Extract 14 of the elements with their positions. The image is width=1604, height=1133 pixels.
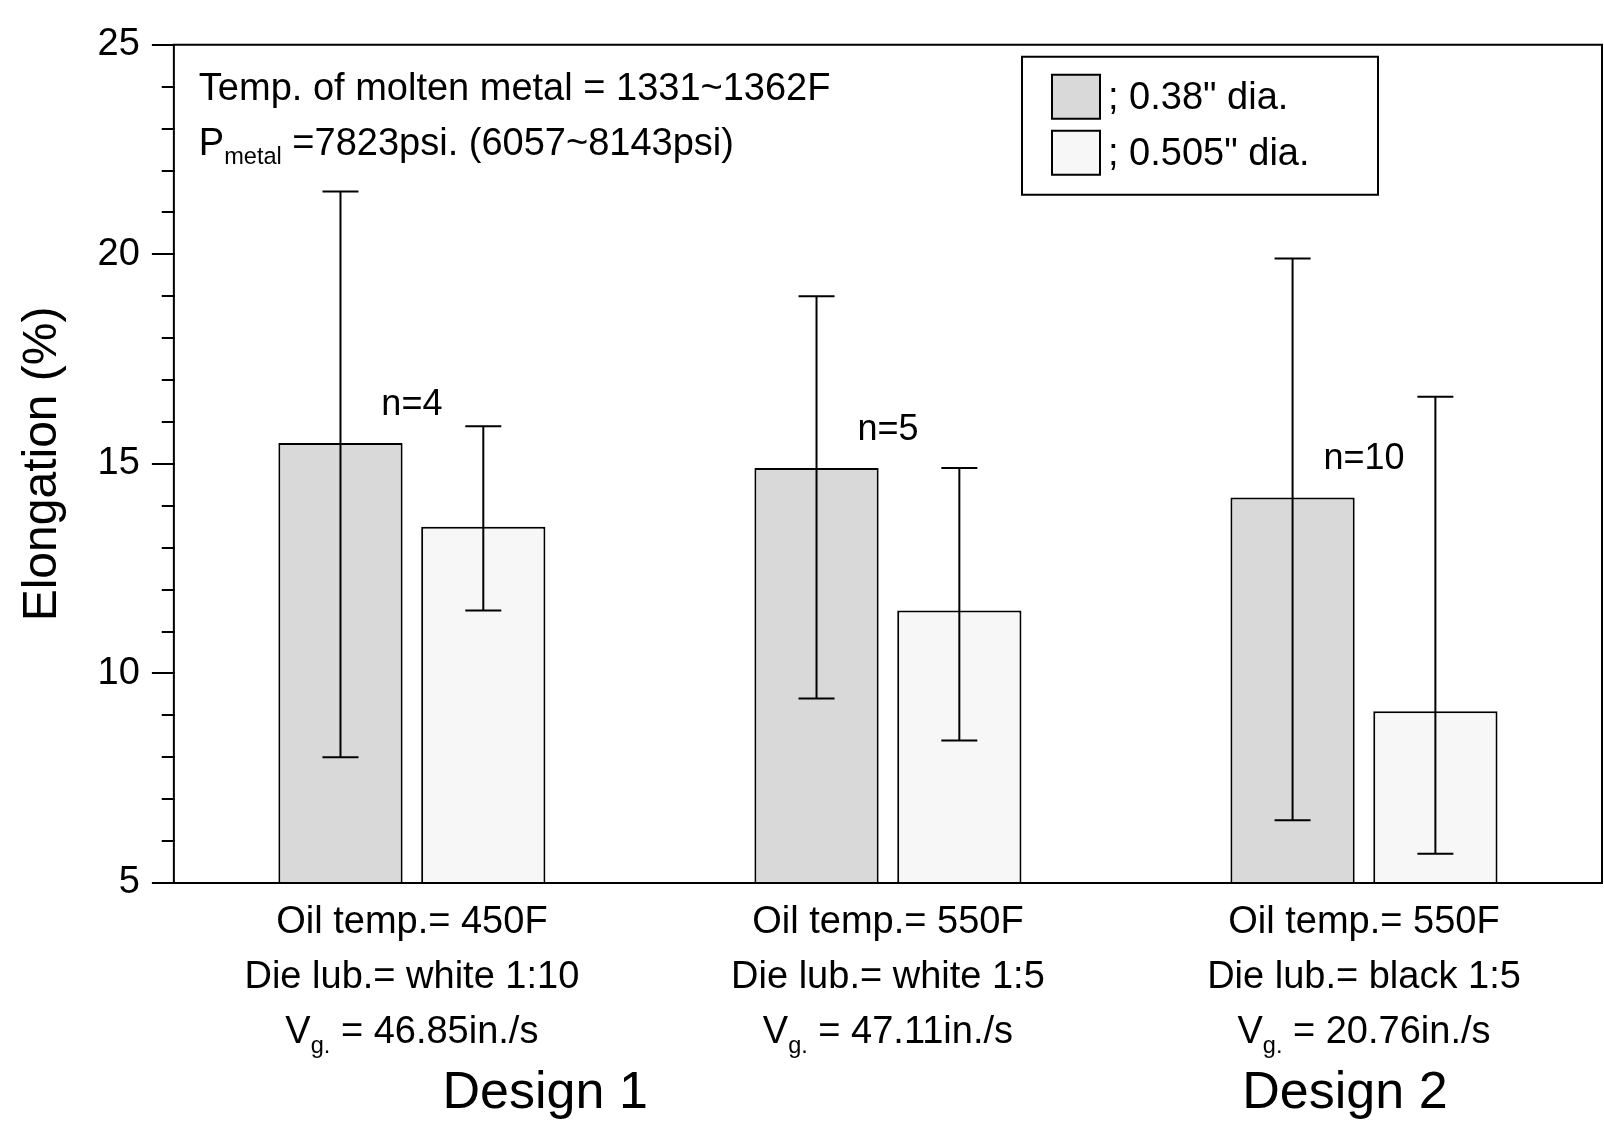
legend-label: ; 0.505" dia. bbox=[1108, 131, 1310, 174]
y-tick-label: 10 bbox=[97, 649, 140, 692]
text: Design 2 bbox=[1242, 1061, 1448, 1119]
legend-label: ; 0.38" dia. bbox=[1108, 75, 1289, 118]
annotation: n=10 bbox=[1323, 436, 1405, 478]
annotation: n=5 bbox=[857, 407, 919, 449]
y-tick-label: 5 bbox=[118, 859, 140, 902]
annotation: n=4 bbox=[381, 381, 443, 423]
y-tick-label: 25 bbox=[97, 21, 140, 64]
y-axis-title: Elongation (%) bbox=[13, 306, 67, 622]
annotation: Temp. of molten metal = 1331~1362F bbox=[198, 65, 831, 108]
text: Design 1 bbox=[442, 1061, 648, 1119]
y-tick-label: 20 bbox=[97, 230, 140, 273]
y-tick-label: 15 bbox=[97, 440, 140, 483]
